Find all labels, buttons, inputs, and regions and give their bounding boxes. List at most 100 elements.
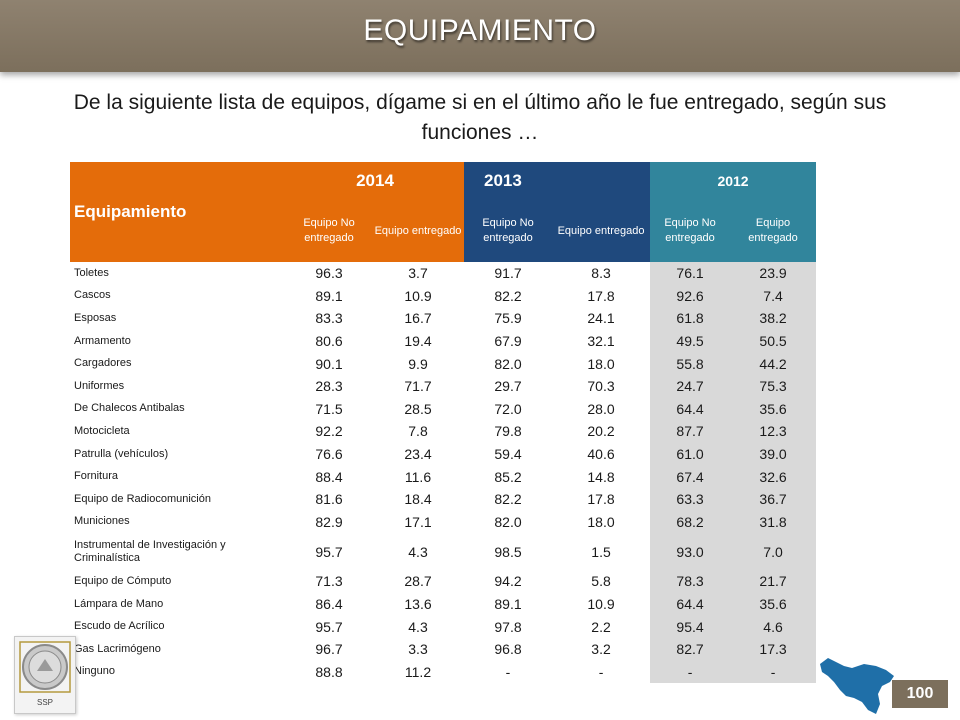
value-cell: 98.5 (494, 543, 522, 560)
value-cell: 5.8 (591, 573, 611, 590)
equipment-name: Uniformes (74, 379, 125, 392)
table-row: Equipo de Cómputo 71.3 28.7 94.2 5.8 78.3 21.7 (70, 570, 817, 593)
value-cell: 35.6 (730, 397, 817, 421)
equipment-name: Instrumental de Investigación y Criminal… (74, 538, 226, 564)
sub-header: Equipo entregado (730, 200, 817, 262)
value-cell: 78.3 (650, 570, 731, 593)
value-cell: 7.0 (730, 533, 817, 571)
equipment-table: Equipamiento 2014 2013 2012 Equipo No en… (70, 162, 817, 684)
equipment-name: Lámpara de Mano (74, 597, 164, 610)
value-cell: 10.9 (587, 596, 615, 613)
value-cell: 3.2 (591, 641, 611, 658)
value-cell: 55.8 (650, 352, 731, 375)
value-cell: 16.7 (404, 310, 432, 327)
value-cell: 96.3 (315, 265, 343, 282)
value-cell: - (730, 660, 817, 684)
value-cell: 50.5 (730, 329, 817, 353)
value-cell: 29.7 (494, 378, 522, 395)
equipment-name: Municiones (74, 515, 130, 528)
value-cell: 38.2 (730, 307, 817, 330)
value-cell: 86.4 (315, 596, 343, 613)
value-cell: 32.6 (730, 465, 817, 488)
value-cell: 75.3 (730, 374, 817, 398)
value-cell: 7.8 (408, 423, 428, 440)
value-cell: 70.3 (587, 378, 615, 395)
year-header-row: Equipamiento 2014 2013 2012 (70, 162, 817, 262)
seal-icon (19, 641, 71, 693)
value-cell: 80.6 (315, 333, 343, 350)
value-cell: 2.2 (591, 618, 611, 635)
table-row: Municiones 82.9 17.1 82.0 18.0 68.2 31.8 (70, 510, 817, 534)
equipment-name: Equipo de Cómputo (74, 574, 172, 587)
equipment-name: De Chalecos Antibalas (74, 402, 185, 415)
value-cell: 3.3 (408, 641, 428, 658)
equipment-name: Patrulla (vehículos) (74, 447, 169, 460)
equipment-name: Armamento (74, 334, 131, 347)
value-cell: 82.2 (494, 491, 522, 508)
value-cell: 83.3 (315, 310, 343, 327)
sub-header: Equipo No entregado (650, 200, 731, 262)
value-cell: 90.1 (315, 355, 343, 372)
value-cell: 88.4 (315, 468, 343, 485)
value-cell: 94.2 (494, 573, 522, 590)
value-cell: 28.0 (587, 400, 615, 417)
value-cell: 91.7 (494, 265, 522, 282)
value-cell: 71.3 (315, 573, 343, 590)
table-row: Ninguno 88.8 11.2- - - - (70, 660, 817, 684)
table-row: Equipo de Radiocomunición 81.6 18.4 82.2 17.… (70, 487, 817, 511)
table-row: Cargadores 90.1 9.9 82.0 18.0 55.8 44.2 (70, 352, 817, 375)
table-row: Instrumental de Investigación y Criminal… (70, 533, 817, 571)
value-cell: 88.8 (315, 663, 343, 680)
logo-label: SSP (36, 698, 53, 707)
table-body: Toletes 96.3 3.7 91.7 8.3 76.1 23.9 Cascos 89.1 1… (70, 262, 817, 684)
value-cell: 82.0 (494, 355, 522, 372)
state-map-icon (820, 658, 894, 714)
value-cell: 4.3 (408, 543, 428, 560)
table-row: Motocicleta 92.2 7.8 79.8 20.2 87.7 12.3 (70, 420, 817, 443)
equipment-name: Equipo de Radiocomunición (74, 492, 211, 505)
equipment-name: Motocicleta (74, 424, 130, 437)
value-cell: 11.2 (404, 663, 432, 680)
sub-header: Equipo entregado (372, 200, 465, 262)
value-cell: 82.0 (494, 513, 522, 530)
value-cell: 7.4 (730, 284, 817, 308)
value-cell: 76.1 (650, 262, 731, 285)
value-cell: 9.9 (408, 355, 428, 372)
equipment-name: Toletes (74, 266, 109, 279)
table-row: Toletes 96.3 3.7 91.7 8.3 76.1 23.9 (70, 262, 817, 285)
year-2014-header: 2014 (286, 162, 465, 200)
sub-header: Equipo entregado (552, 200, 651, 262)
table-row: Uniformes 28.3 71.7 29.7 70.3 24.7 75.3 (70, 374, 817, 398)
value-cell: 64.4 (650, 592, 731, 616)
equipment-name: Escudo de Acrílico (74, 620, 165, 633)
value-cell: 75.9 (494, 310, 522, 327)
sub-header: Equipo No entregado (286, 200, 372, 262)
value-cell: 17.3 (730, 637, 817, 661)
table-row: De Chalecos Antibalas 71.5 28.5 72.0 28.0 64.… (70, 397, 817, 421)
value-cell: 79.8 (494, 423, 522, 440)
value-cell: 18.4 (404, 491, 432, 508)
value-cell: 44.2 (730, 352, 817, 375)
value-cell: 28.3 (315, 378, 343, 395)
value-cell: 21.7 (730, 570, 817, 593)
value-cell: 1.5 (591, 543, 611, 560)
value-cell: 24.7 (650, 374, 731, 398)
value-cell: - (505, 663, 511, 680)
value-cell: 35.6 (730, 592, 817, 616)
value-cell: 11.6 (404, 468, 432, 485)
value-cell: 10.9 (404, 287, 432, 304)
value-cell: 95.4 (650, 615, 731, 638)
value-cell: 28.7 (404, 573, 432, 590)
value-cell: 12.3 (730, 420, 817, 443)
question-text: De la siguiente lista de equipos, dígame… (73, 91, 887, 144)
value-cell: 61.0 (650, 442, 731, 466)
value-cell: 68.2 (650, 510, 731, 534)
value-cell: 49.5 (650, 329, 731, 353)
value-cell: 4.6 (730, 615, 817, 638)
year-2013-header: 2013 (464, 162, 651, 200)
value-cell: 92.2 (315, 423, 343, 440)
year-2012-header: 2012 (650, 162, 817, 200)
value-cell: 85.2 (494, 468, 522, 485)
value-cell: 40.6 (587, 446, 615, 463)
value-cell: 97.8 (494, 618, 522, 635)
